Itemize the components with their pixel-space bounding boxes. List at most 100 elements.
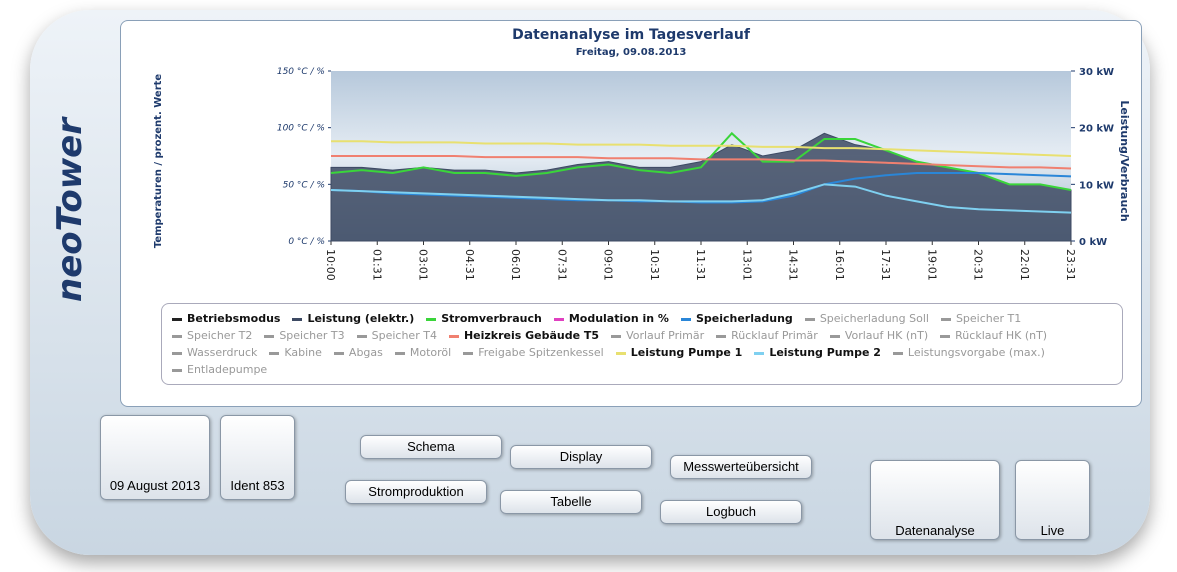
- legend-swatch: [805, 318, 815, 321]
- legend-label: Leistung (elektr.): [307, 312, 414, 325]
- y2-axis-label: Leistung/Verbrauch: [1118, 100, 1131, 221]
- y2-tick-label: 10 kW: [1079, 180, 1114, 191]
- legend-swatch: [269, 352, 279, 355]
- legend-item: Leistung Pumpe 1: [616, 344, 743, 361]
- legend-swatch: [716, 335, 726, 338]
- legend-item: Freigabe Spitzenkessel: [463, 344, 603, 361]
- legend-label: Modulation in %: [569, 312, 669, 325]
- legend-item: Speicher T1: [941, 310, 1021, 327]
- legend-swatch: [616, 352, 626, 355]
- chart-title: Datenanalyse im Tagesverlauf: [512, 27, 751, 43]
- live-button[interactable]: Live: [1015, 460, 1090, 540]
- legend-swatch: [426, 318, 436, 321]
- nav-button[interactable]: Display: [510, 445, 652, 469]
- legend-label: Leistung Pumpe 2: [769, 346, 881, 359]
- legend-item: Speicher T2: [172, 327, 252, 344]
- legend-swatch: [449, 335, 459, 338]
- legend-item: Leistung (elektr.): [292, 310, 414, 327]
- legend-item: Motoröl: [395, 344, 451, 361]
- legend-swatch: [264, 335, 274, 338]
- legend-item: Rücklauf HK (nT): [940, 327, 1047, 344]
- legend-item: Abgas: [334, 344, 383, 361]
- chart-subtitle: Freitag, 09.08.2013: [576, 47, 687, 58]
- x-tick-label: 16:01: [833, 249, 846, 281]
- legend-swatch: [754, 352, 764, 355]
- legend-item: Leistungsvorgabe (max.): [893, 344, 1045, 361]
- legend-label: Freigabe Spitzenkessel: [478, 346, 603, 359]
- x-tick-label: 22:01: [1018, 249, 1031, 281]
- legend-swatch: [611, 335, 621, 338]
- legend-label: Abgas: [349, 346, 383, 359]
- legend-swatch: [357, 335, 367, 338]
- legend-swatch: [681, 318, 691, 321]
- legend-swatch: [172, 318, 182, 321]
- y2-tick-label: 0 kW: [1079, 237, 1107, 248]
- sidebar: neoTower: [30, 40, 110, 400]
- legend-label: Kabine: [284, 346, 322, 359]
- nav-button[interactable]: Schema: [360, 435, 502, 459]
- legend-item: Kabine: [269, 344, 322, 361]
- legend-item: Rücklauf Primär: [716, 327, 818, 344]
- legend-label: Vorlauf HK (nT): [845, 329, 928, 342]
- legend-item: Speicherladung: [681, 310, 793, 327]
- x-tick-label: 07:31: [555, 249, 568, 281]
- legend-label: Stromverbrauch: [441, 312, 542, 325]
- legend-item: Vorlauf HK (nT): [830, 327, 928, 344]
- legend-swatch: [893, 352, 903, 355]
- y2-tick-label: 30 kW: [1079, 67, 1114, 78]
- x-tick-label: 19:01: [925, 249, 938, 281]
- x-tick-label: 20:31: [972, 249, 985, 281]
- legend-label: Leistungsvorgabe (max.): [908, 346, 1045, 359]
- legend-item: Entladepumpe: [172, 361, 267, 378]
- x-tick-label: 14:31: [787, 249, 800, 281]
- legend-label: Speicher T2: [187, 329, 252, 342]
- legend-label: Betriebsmodus: [187, 312, 280, 325]
- x-tick-label: 10:00: [324, 249, 337, 281]
- legend-swatch: [463, 352, 473, 355]
- legend-label: Speicherladung Soll: [820, 312, 929, 325]
- x-tick-label: 04:31: [463, 249, 476, 281]
- legend-swatch: [292, 318, 302, 321]
- legend-item: Modulation in %: [554, 310, 669, 327]
- y-axis-label: Temperaturen / prozent. Werte: [153, 74, 164, 249]
- chart-panel: Datenanalyse im Tagesverlauf Freitag, 09…: [120, 20, 1142, 407]
- legend-item: Wasserdruck: [172, 344, 257, 361]
- x-tick-label: 17:31: [879, 249, 892, 281]
- legend-label: Leistung Pumpe 1: [631, 346, 743, 359]
- x-tick-label: 06:01: [509, 249, 522, 281]
- legend-swatch: [395, 352, 405, 355]
- ident-button[interactable]: Ident 853: [220, 415, 295, 500]
- legend-swatch: [334, 352, 344, 355]
- legend: Betriebsmodus Leistung (elektr.) Stromverb…: [161, 303, 1123, 385]
- legend-swatch: [941, 318, 951, 321]
- legend-item: Speicher T3: [264, 327, 344, 344]
- app-frame: neoTower Datenanalyse im Tagesverlauf Fr…: [30, 10, 1150, 555]
- chart: Datenanalyse im Tagesverlauf Freitag, 09…: [121, 21, 1141, 301]
- y-tick-label: 0 °C / %: [288, 237, 325, 247]
- legend-item: Vorlauf Primär: [611, 327, 704, 344]
- datenanalyse-button[interactable]: Datenanalyse: [870, 460, 1000, 540]
- y-tick-label: 50 °C / %: [283, 180, 325, 190]
- legend-label: Speicher T1: [956, 312, 1021, 325]
- legend-label: Vorlauf Primär: [626, 329, 704, 342]
- nav-button[interactable]: Logbuch: [660, 500, 802, 524]
- legend-item: Heizkreis Gebäude T5: [449, 327, 599, 344]
- x-tick-label: 01:31: [370, 249, 383, 281]
- x-tick-label: 23:31: [1064, 249, 1077, 281]
- legend-label: Entladepumpe: [187, 363, 267, 376]
- x-tick-label: 09:01: [602, 249, 615, 281]
- nav-button[interactable]: Tabelle: [500, 490, 642, 514]
- legend-label: Speicher T3: [279, 329, 344, 342]
- date-button[interactable]: 09 August 2013: [100, 415, 210, 500]
- legend-label: Speicher T4: [372, 329, 437, 342]
- legend-label: Speicherladung: [696, 312, 793, 325]
- nav-button[interactable]: Stromproduktion: [345, 480, 487, 504]
- legend-label: Wasserdruck: [187, 346, 257, 359]
- legend-swatch: [172, 335, 182, 338]
- legend-item: Betriebsmodus: [172, 310, 280, 327]
- legend-label: Rücklauf HK (nT): [955, 329, 1047, 342]
- legend-item: Speicherladung Soll: [805, 310, 929, 327]
- nav-button[interactable]: Messwerteübersicht: [670, 455, 812, 479]
- x-tick-label: 03:01: [417, 249, 430, 281]
- legend-label: Heizkreis Gebäude T5: [464, 329, 599, 342]
